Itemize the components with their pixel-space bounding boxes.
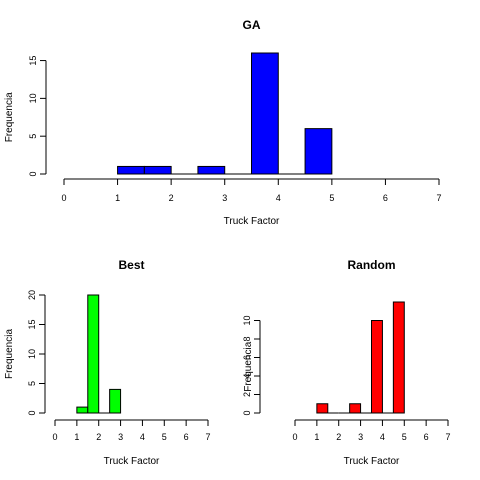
ga-x-tick-label-7: 7: [436, 193, 441, 203]
best-x-tick-label-0: 0: [52, 432, 57, 442]
best-x-axis-label: Truck Factor: [104, 456, 160, 467]
best-bar-0: [76, 406, 89, 414]
ga-y-tick-label-1: 5: [28, 134, 38, 139]
ga-x-tick-label-1: 1: [115, 193, 120, 203]
best-x-tick-label-5: 5: [162, 432, 167, 442]
random-bar-3: [349, 403, 362, 414]
random-x-tick-label-5: 5: [402, 432, 407, 442]
ga-x-tick-label-6: 6: [383, 193, 388, 203]
ga-title: GA: [243, 18, 261, 32]
random-y-tick-label-4: 8: [242, 336, 252, 341]
best-y-tick-label-1: 5: [27, 381, 37, 386]
random-x-tick-label-0: 0: [292, 432, 297, 442]
random-y-tick-label-0: 0: [242, 410, 252, 415]
random-bar-5: [371, 320, 383, 414]
random-y-tick-label-2: 4: [242, 373, 252, 378]
random-y-tick-label-5: 10: [242, 315, 252, 325]
best-y-tick-label-2: 10: [27, 349, 37, 359]
best-x-tick-label-3: 3: [118, 432, 123, 442]
best-x-tick-label-6: 6: [184, 432, 189, 442]
best-y-tick-label-0: 0: [27, 410, 37, 415]
random-bar-0: [316, 403, 329, 414]
ga-y-axis-label: Frequencia: [4, 92, 15, 142]
best-bar-3: [109, 388, 122, 414]
best-x-tick-label-2: 2: [96, 432, 101, 442]
best-y-axis-label: Frequencia: [4, 329, 15, 379]
ga-x-axis-label: Truck Factor: [224, 216, 280, 227]
best-title: Best: [118, 258, 144, 272]
random-x-axis-label: Truck Factor: [344, 456, 400, 467]
random-y-tick-label-3: 6: [242, 355, 252, 360]
ga-y-tick-label-0: 0: [28, 171, 38, 176]
ga-x-tick-label-5: 5: [329, 193, 334, 203]
best-x-tick-label-7: 7: [205, 432, 210, 442]
best-y-tick-label-3: 15: [27, 319, 37, 329]
ga-y-tick-label-3: 15: [28, 56, 38, 66]
ga-bar-0: [117, 165, 145, 175]
ga-x-tick-label-2: 2: [169, 193, 174, 203]
ga-x-tick-label-4: 4: [276, 193, 281, 203]
random-x-tick-label-3: 3: [358, 432, 363, 442]
random-x-tick-label-2: 2: [336, 432, 341, 442]
random-y-axis-label: Frequencia: [243, 341, 254, 391]
random-bar-7: [392, 301, 405, 414]
ga-x-tick-label-3: 3: [222, 193, 227, 203]
best-panel: Best 0 1 2 3 4 5 6 7 0 5 10 15 20 Truck Factor Frequenc…: [4, 258, 211, 467]
random-x-tick-label-1: 1: [314, 432, 319, 442]
ga-bar-7: [304, 128, 333, 175]
random-x-tick-label-6: 6: [424, 432, 429, 442]
random-x-tick-label-4: 4: [380, 432, 385, 442]
ga-bar-3: [197, 165, 226, 175]
ga-bar-1: [143, 165, 172, 175]
random-y-tick-label-1: 2: [242, 392, 252, 397]
random-title: Random: [348, 258, 396, 272]
best-bar-1: [87, 294, 100, 414]
random-x-tick-label-7: 7: [445, 432, 450, 442]
best-y-tick-label-4: 20: [27, 290, 37, 300]
ga-y-tick-label-2: 10: [28, 93, 38, 103]
best-x-tick-label-1: 1: [74, 432, 79, 442]
best-x-tick-label-4: 4: [140, 432, 145, 442]
ga-panel: GA 0 1 2 3 4 5 6 7 0 5 10 15 Truck Factor Frequencia: [4, 18, 442, 227]
random-panel: Random 0 1 2 3 4 5 6 7 0 2 4 6 8 10 Truck Factor Frequen…: [242, 258, 451, 467]
ga-x-tick-label-0: 0: [61, 193, 66, 203]
ga-bar-5: [251, 52, 279, 175]
